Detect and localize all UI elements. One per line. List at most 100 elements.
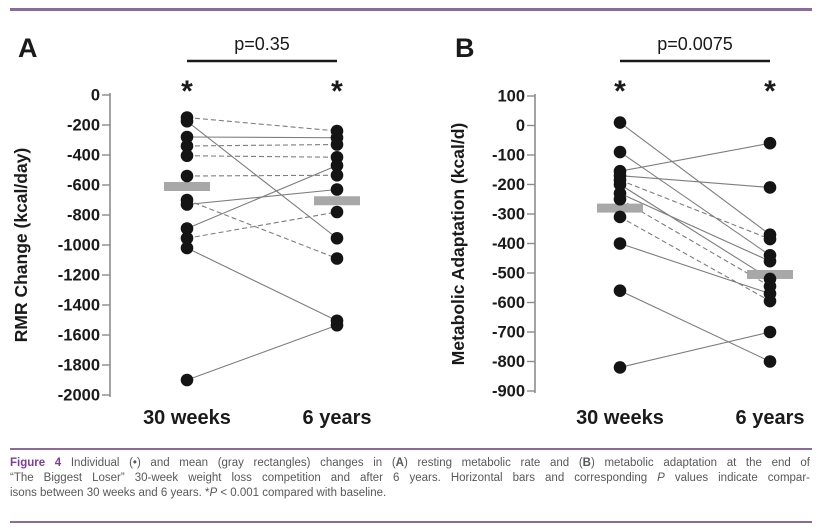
data-point <box>180 198 194 211</box>
caption-segment: Individual (•) and mean (gray rectangles… <box>61 457 396 469</box>
pair-line <box>619 216 771 302</box>
data-point <box>180 169 194 183</box>
caption-segment: A <box>395 457 404 469</box>
data-point <box>180 130 194 144</box>
panel-b-p-value: p=0.0075 <box>657 34 733 54</box>
panel-b-category-6years: 6 years <box>736 407 805 429</box>
caption-segment: isons between 30 weeks and 6 years. * <box>10 487 210 499</box>
caption-segment: P <box>657 472 665 484</box>
pair-line <box>186 116 338 132</box>
pair-line <box>619 179 771 240</box>
caption-segment: B <box>582 457 591 469</box>
pair-line <box>619 192 771 262</box>
y-tick-label: 0 <box>91 87 100 105</box>
figure-number-label: Figure 4 <box>10 457 62 469</box>
figure-caption: Figure 4 Individual (•) and mean (gray r… <box>10 456 810 501</box>
data-point <box>763 232 777 246</box>
pair-line <box>619 142 771 172</box>
data-point <box>613 145 627 159</box>
pair-line <box>619 175 771 188</box>
panel-b-letter: B <box>455 33 475 63</box>
top-divider-rule <box>10 8 812 11</box>
data-point <box>763 355 777 368</box>
y-tick-label: -1000 <box>58 237 100 255</box>
pair-line <box>186 211 338 239</box>
caption-segment: ) metabolic adaptation at the end of <box>590 457 811 469</box>
y-tick-label: -2000 <box>58 387 100 405</box>
panel-a-star-6years: * <box>331 75 343 108</box>
y-tick-label: 0 <box>516 117 525 135</box>
data-point <box>330 183 344 196</box>
panel-a-star-30weeks: * <box>181 75 193 108</box>
panel-a-letter: A <box>18 33 38 63</box>
data-point <box>330 205 344 219</box>
panel-a-p-value: p=0.35 <box>234 34 290 54</box>
data-point <box>330 168 344 182</box>
data-point <box>180 241 194 255</box>
y-tick-label: -1800 <box>58 357 100 375</box>
data-point <box>613 210 627 224</box>
data-point <box>613 361 627 374</box>
data-point <box>763 136 777 150</box>
y-tick-label: -1400 <box>58 297 100 315</box>
pair-line <box>619 198 771 287</box>
mean-bar <box>597 203 643 213</box>
data-point <box>180 139 194 153</box>
panel-a-y-axis-title: RMR Change (kcal/day) <box>11 148 31 342</box>
data-point <box>180 222 194 235</box>
y-tick-label: -900 <box>492 383 525 401</box>
pair-line <box>619 122 771 236</box>
mean-bar <box>314 196 360 206</box>
panel-a-data-layer: 0 -200 -400 -600 -800 -1000 -1200 -1400 -1600 -18… <box>58 87 360 405</box>
data-point <box>330 318 344 332</box>
data-point <box>330 159 344 172</box>
y-tick-label: -400 <box>67 147 100 165</box>
data-point <box>613 192 627 206</box>
caption-line: “The Biggest Loser” 30-week weight loss … <box>10 471 810 486</box>
mean-bar <box>164 182 210 191</box>
y-tick-label: -600 <box>67 177 100 195</box>
caption-segment: P <box>209 487 218 499</box>
y-tick-label: -1600 <box>58 327 100 345</box>
data-point <box>763 325 777 339</box>
pair-line <box>186 174 338 177</box>
pair-line <box>619 290 771 362</box>
pair-line <box>619 242 771 295</box>
caption-line: isons between 30 weeks and 6 years. *P <… <box>10 486 810 501</box>
pair-line <box>186 199 338 260</box>
data-point <box>330 138 344 151</box>
panel-b-star-30weeks: * <box>614 75 626 108</box>
y-tick-label: -500 <box>492 265 525 283</box>
y-tick-label: -200 <box>492 176 525 194</box>
data-point <box>330 252 344 265</box>
data-point <box>180 231 194 245</box>
caption-segment: values indicate compar- <box>664 472 810 484</box>
pair-line <box>186 120 338 239</box>
pair-line <box>186 143 338 147</box>
pair-line <box>186 324 338 381</box>
data-point <box>613 237 627 250</box>
panel-b-y-axis-title: Metabolic Adaptation (kcal/d) <box>448 123 468 365</box>
y-tick-label: -1200 <box>58 267 100 285</box>
pair-line <box>186 155 338 158</box>
y-tick-label: -100 <box>492 147 525 165</box>
y-tick-label: -800 <box>67 207 100 225</box>
pair-line <box>186 247 338 322</box>
two-panel-chart: A p=0.35 * * RMR Change (kcal/day) 30 we… <box>11 33 805 429</box>
data-point <box>763 181 777 194</box>
data-point <box>613 178 627 191</box>
panel-b-star-6years: * <box>764 75 776 108</box>
caption-segment: ) resting metabolic rate and ( <box>403 457 583 469</box>
y-tick-label: -300 <box>492 206 525 224</box>
caption-segment: “The Biggest Loser” 30-week weight loss … <box>10 472 658 484</box>
data-point <box>330 231 344 245</box>
data-point <box>763 287 777 300</box>
panel-a-category-30weeks: 30 weeks <box>143 407 231 429</box>
data-point <box>180 373 194 387</box>
data-point <box>180 114 194 128</box>
bottom-divider-rule <box>10 521 812 523</box>
y-tick-label: 100 <box>497 88 525 106</box>
y-tick-label: -200 <box>67 117 100 135</box>
caption-top-rule <box>10 448 812 450</box>
